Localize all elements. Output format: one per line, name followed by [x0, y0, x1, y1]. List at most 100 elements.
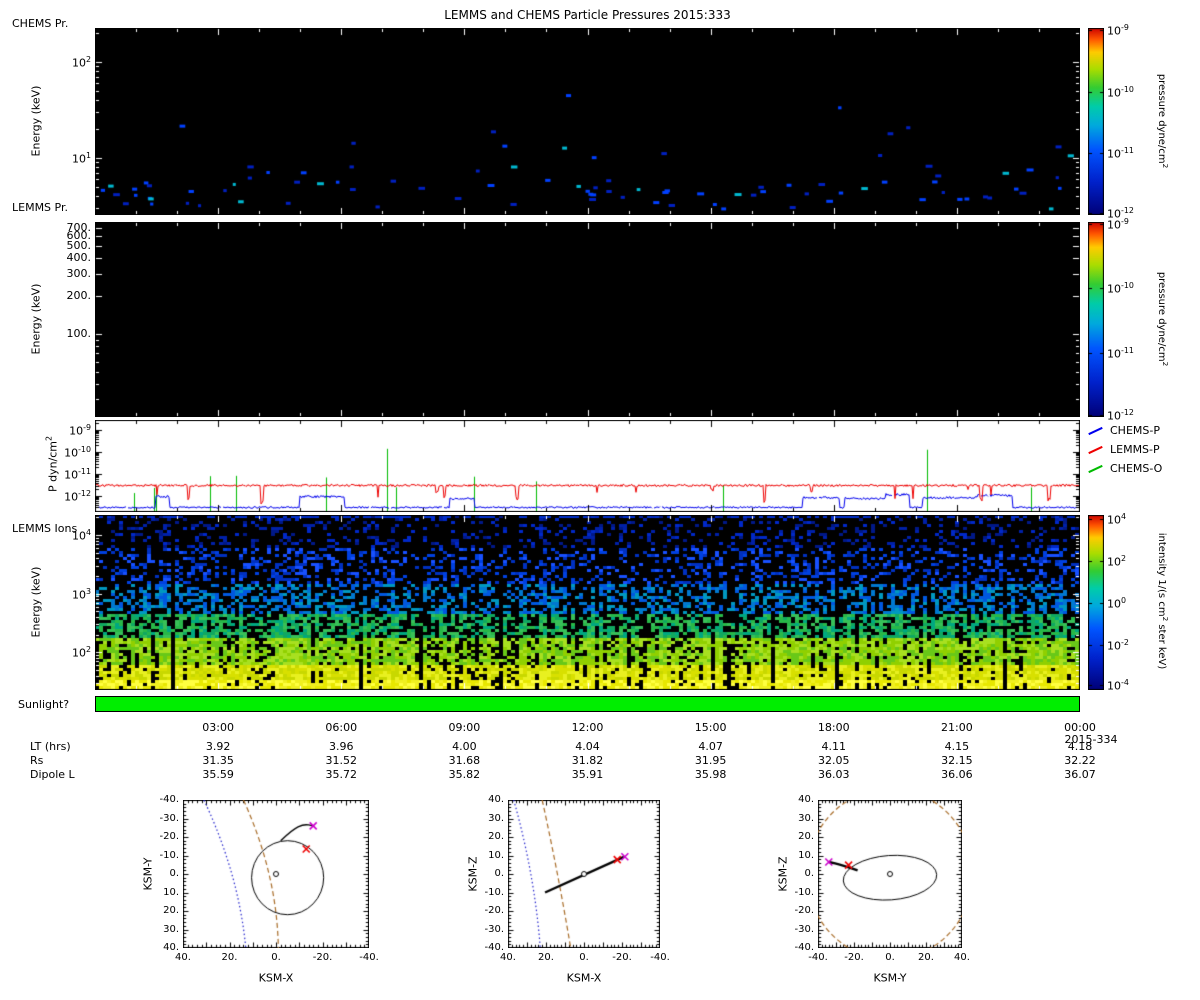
- orbit2-y-tick-label-0: 40.: [798, 794, 814, 805]
- ephemeris-value-1-2: 31.68: [448, 754, 481, 767]
- y-tick-label-p2-2: 500.: [66, 239, 92, 253]
- orbit2-x-tick-label-3: 20.: [918, 952, 934, 963]
- ephemeris-value-0-4: 4.07: [698, 740, 723, 753]
- orbit2-y-tick-label-3: 10.: [798, 849, 814, 861]
- orbit0-x-axis-label: KSM-X: [258, 971, 294, 985]
- orbit1-x-tick-label-3: -20.: [612, 952, 632, 963]
- ephemeris-value-1-6: 32.15: [941, 754, 973, 767]
- panel-label-lemms-pr: LEMMS Pr.: [12, 201, 68, 214]
- orbit2-x-tick-label-0: -40.: [808, 952, 828, 963]
- orbit-plot-ksmz-vs-ksmy: [818, 800, 962, 948]
- ions-y-axis-label: Energy (keV): [29, 566, 43, 638]
- ephemeris-value-1-0: 31.35: [202, 754, 234, 767]
- time-tick-label-4: 15:00: [694, 721, 727, 734]
- orbit1-y-tick-label-8: -40.: [484, 942, 504, 953]
- legend-line-chems-o: [1088, 464, 1103, 474]
- orbit0-y-tick-label-2: -20.: [159, 831, 179, 842]
- time-tick-label-7: 00:00: [1064, 721, 1096, 734]
- orbit1-y-tick-label-3: 10.: [488, 849, 504, 861]
- y-tick-label-p4-2: 102: [71, 645, 91, 660]
- ephemeris-value-2-6: 36.06: [941, 768, 973, 781]
- orbit0-x-tick-label-1: 20.: [221, 952, 238, 963]
- orbit0-y-tick-label-3: -10.: [159, 849, 179, 861]
- ephemeris-value-2-3: 35.91: [571, 768, 604, 781]
- orbit0-x-tick-label-3: -20.: [312, 952, 333, 963]
- ephemeris-value-0-2: 4.00: [452, 740, 477, 753]
- time-tick-label-2: 09:00: [448, 721, 481, 734]
- y-tick-label-p3-3: 10-12: [64, 488, 91, 504]
- orbit0-x-tick-label-4: -40.: [359, 952, 379, 963]
- y-tick-label-p2-5: 200.: [66, 289, 92, 303]
- y-tick-label-p1-0: 102: [71, 55, 91, 70]
- orbit1-y-tick-label-1: 30.: [488, 812, 504, 824]
- y-tick-label-p3-0: 10-9: [69, 423, 91, 438]
- end-date-label: 2015-334: [1064, 733, 1118, 746]
- orbit0-y-tick-label-8: 40.: [163, 942, 179, 953]
- orbit-plot-ksmy-vs-ksmx: [183, 800, 369, 948]
- chems-pressure-spectrogram: [95, 28, 1080, 215]
- ephemeris-row-label-dipole: Dipole L: [30, 768, 75, 781]
- legend-label-chems-o: CHEMS-O: [1110, 462, 1163, 475]
- orbit2-y-tick-label-5: -10.: [794, 886, 814, 898]
- lemms-pressure-spectrogram: [95, 222, 1080, 417]
- time-tick-label-0: 03:00: [202, 721, 234, 734]
- ephemeris-value-2-4: 35.98: [694, 768, 727, 781]
- legend-label-lemms-p: LEMMS-P: [1110, 443, 1160, 456]
- pressure-line-plot: [95, 420, 1080, 512]
- ephemeris-value-1-1: 31.52: [325, 754, 358, 767]
- colorbar-tick-label-pressure_top-1: 10-10: [1107, 84, 1134, 100]
- orbit2-x-tick-label-1: -20.: [844, 952, 864, 963]
- colorbar-tick-label-pressure_mid-2: 10-11: [1107, 345, 1134, 361]
- orbit0-y-tick-label-1: -30.: [159, 812, 179, 824]
- legend-line-chems-p: [1088, 426, 1103, 436]
- time-tick-label-6: 21:00: [941, 721, 973, 734]
- orbit0-y-tick-label-4: 0.: [169, 868, 179, 879]
- pressure-colorbar-middle-label: pressure dyne/cm2: [1155, 271, 1171, 367]
- orbit2-x-axis-label: KSM-Y: [873, 971, 907, 985]
- pressure-colorbar-top-label: pressure dyne/cm2: [1155, 73, 1171, 169]
- colorbar-tick-label-pressure_mid-1: 10-10: [1107, 281, 1134, 296]
- chems-y-axis-label: Energy (keV): [29, 85, 43, 157]
- colorbar-tick-label-pressure_mid-3: 10-12: [1107, 408, 1134, 423]
- lemms-ions-spectrogram: [95, 515, 1080, 690]
- colorbar-tick-label-intensity-4: 10-4: [1107, 677, 1129, 693]
- ephemeris-value-2-1: 35.72: [325, 768, 358, 781]
- time-tick-label-5: 18:00: [817, 721, 850, 734]
- orbit1-x-axis-label: KSM-X: [566, 971, 602, 985]
- orbit2-y-tick-label-7: -30.: [794, 923, 814, 935]
- orbit2-y-tick-label-2: 20.: [798, 831, 814, 842]
- ephemeris-row-label-lt: LT (hrs): [30, 740, 71, 753]
- ephemeris-value-0-3: 4.04: [575, 740, 600, 753]
- orbit2-x-tick-label-2: 0.: [885, 952, 895, 963]
- intensity-colorbar-label: intensity 1/(s cm2 ster keV): [1155, 532, 1171, 670]
- colorbar-tick-label-intensity-1: 102: [1107, 553, 1127, 569]
- colorbar-tick-label-intensity-0: 104: [1107, 511, 1127, 527]
- colorbar-tick-label-pressure_mid-0: 10-9: [1107, 216, 1129, 232]
- orbit0-y-tick-label-0: -40.: [159, 794, 179, 805]
- orbit2-y-tick-label-1: 30.: [798, 812, 814, 824]
- ephemeris-value-2-0: 35.59: [202, 768, 234, 781]
- orbit1-y-tick-label-2: 20.: [488, 831, 504, 842]
- orbit2-y-tick-label-8: -40.: [794, 942, 814, 953]
- orbit0-y-tick-label-7: 30.: [163, 923, 179, 935]
- ephemeris-value-0-6: 4.15: [944, 740, 970, 753]
- ephemeris-value-1-5: 32.05: [818, 754, 850, 767]
- orbit2-y-tick-label-6: -20.: [794, 905, 814, 916]
- orbit1-y-tick-label-7: -30.: [484, 923, 504, 935]
- y-tick-label-p2-1: 600.: [66, 229, 92, 243]
- y-tick-label-p2-6: 100.: [66, 326, 92, 340]
- pressure-colorbar-top: [1088, 28, 1104, 215]
- legend-line-lemms-p: [1088, 445, 1103, 455]
- colorbar-tick-label-pressure_top-3: 10-12: [1107, 206, 1134, 221]
- y-tick-label-p2-4: 300.: [66, 267, 92, 281]
- y-tick-label-p3-2: 10-11: [64, 467, 91, 482]
- panel-label-chems-pr: CHEMS Pr.: [12, 17, 69, 30]
- orbit0-x-tick-label-2: 0.: [271, 952, 281, 963]
- orbit1-x-tick-label-2: 0.: [579, 952, 589, 963]
- orbit1-y-tick-label-5: -10.: [484, 886, 504, 898]
- ephemeris-value-1-4: 31.95: [694, 754, 727, 767]
- sunlight-bar: [95, 696, 1080, 712]
- colorbar-tick-label-intensity-2: 100: [1107, 595, 1127, 611]
- time-tick-label-1: 06:00: [325, 721, 358, 734]
